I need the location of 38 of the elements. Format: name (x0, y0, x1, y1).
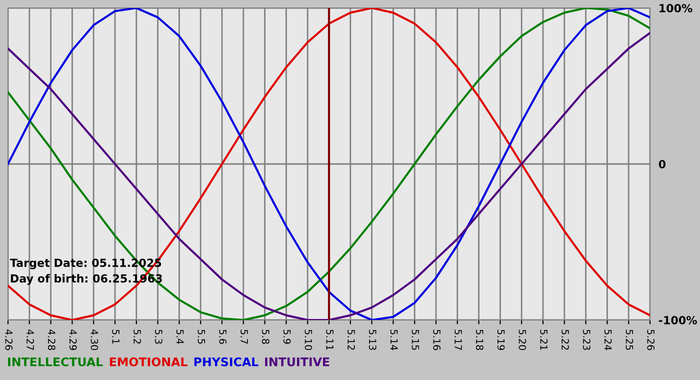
x-tick-label: 5.26 (647, 330, 655, 350)
x-tick-label: 5.22 (562, 330, 569, 350)
x-tick-label: 5.14 (390, 330, 398, 350)
x-tick-label: 5.18 (476, 330, 484, 350)
text: INTUITIVE (265, 358, 330, 366)
x-tick-label: 5.8 (262, 330, 270, 344)
y-tick-label: 100% (660, 4, 692, 12)
x-tick-label: 5.15 (412, 330, 420, 350)
x-tick-label: 4.26 (5, 330, 13, 350)
x-tick-label: 4.30 (90, 330, 98, 350)
x-tick-label: 5.7 (240, 330, 248, 344)
x-tick-label: 5.10 (304, 330, 312, 350)
x-tick-label: 5.16 (433, 330, 441, 350)
x-tick-label: 5.23 (582, 330, 590, 350)
y-tick-label: 0 (658, 160, 666, 168)
x-tick-label: 4.28 (48, 330, 56, 350)
x-tick-label: 4.27 (26, 330, 34, 350)
x-tick-label: 5.17 (454, 330, 462, 350)
x-tick-label: 5.5 (198, 330, 206, 344)
x-tick-label: 5.24 (604, 330, 612, 350)
text: EMOTIONAL (110, 357, 188, 366)
text: PHYSICAL (194, 357, 258, 366)
x-tick-label: 5.6 (219, 330, 227, 344)
x-tick-label: 5.4 (176, 330, 184, 344)
x-tick-label: 5.12 (348, 330, 355, 350)
x-tick-label: 5.13 (368, 330, 376, 350)
x-tick-label: 5.19 (497, 330, 505, 350)
x-tick-label: 5.11 (326, 330, 334, 350)
x-tick-label: 5.9 (283, 330, 291, 344)
x-tick-label: 4.29 (69, 330, 77, 350)
x-tick-label: 5.1 (112, 330, 120, 344)
text: INTELLECTUAL (8, 357, 103, 366)
x-tick-label: 5.3 (154, 330, 162, 344)
x-tick-label: 5.25 (626, 330, 634, 350)
x-tick-label: 5.20 (518, 330, 526, 350)
x-tick-label: 5.2 (134, 330, 141, 344)
y-tick-label: -100% (658, 316, 697, 324)
x-tick-label: 5.21 (540, 330, 548, 350)
